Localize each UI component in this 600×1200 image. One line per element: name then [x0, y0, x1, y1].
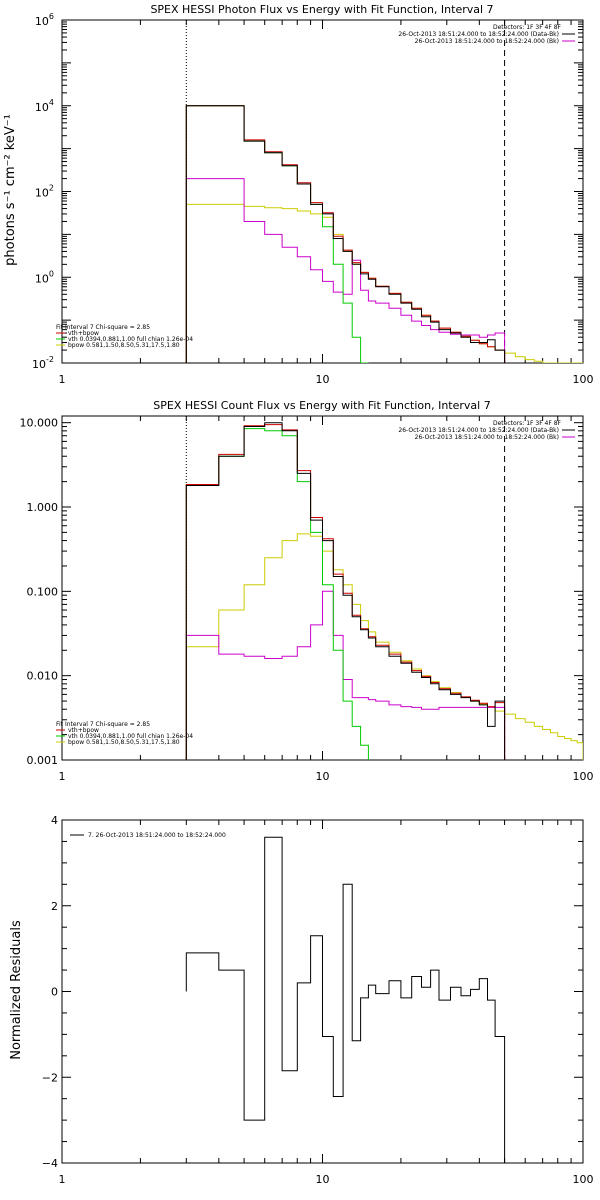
x-tick-label: 10: [316, 373, 330, 386]
series-data: [185, 105, 506, 363]
x-tick-label: 100: [573, 373, 594, 386]
legend-entry-label: bpow 0.581,1.50,8.50,5.31,17.5,1.80: [68, 342, 180, 349]
photon-flux-ylabel: photons s⁻¹ cm⁻² keV⁻¹: [3, 114, 18, 266]
x-tick-label: 100: [573, 770, 594, 783]
legend-header: Fit Interval 7 Chi-square = 2.85: [56, 721, 150, 728]
series-data: [185, 422, 506, 760]
y-tick-label: 0: [51, 986, 58, 999]
y-tick-label: 0.010: [27, 670, 59, 683]
photon-flux-title: SPEX HESSI Photon Flux vs Energy with Fi…: [150, 3, 493, 16]
legend-header: Fit Interval 7 Chi-square = 2.85: [56, 324, 150, 331]
legend-entry-label: 7. 26-Oct-2013 18:51:24.000 to 18:52:24.…: [88, 832, 226, 839]
photon-flux-plot: 1 10 100 10-2 100 102 104 106 Detectors: 1F 3F 4…: [32, 12, 593, 386]
y-tick-label: 102: [35, 184, 54, 200]
y-tick-label: 0.100: [27, 585, 59, 598]
x-tick-label: 1: [59, 373, 66, 386]
x-tick-label: 1: [59, 770, 66, 783]
x-tick-label: 10: [316, 1173, 330, 1186]
x-tick-label: 10: [316, 770, 330, 783]
series-data: [185, 836, 506, 1163]
y-tick-label: 104: [35, 98, 54, 114]
legend-entry-label: 26-Oct-2013 18:51:24.000 to 18:52:24.000…: [398, 31, 559, 38]
x-tick-label: 100: [573, 1173, 594, 1186]
y-tick-label: −2: [42, 1071, 58, 1084]
legend-entry-label: vth+bpow: [68, 330, 99, 337]
series-bkg: [185, 178, 506, 363]
count-flux-title: SPEX HESSI Count Flux vs Energy with Fit…: [153, 399, 490, 412]
count-flux-plot: 1 10 100 0.001 0.010 0.100 1.000 10.000 Detector…: [20, 415, 594, 783]
y-tick-label: 10-2: [32, 355, 54, 371]
legend-entry-label: 26-Oct-2013 18:51:24.000 to 18:52:24.000…: [398, 427, 559, 434]
y-tick-label: 0.001: [27, 754, 59, 767]
series-total: [185, 424, 506, 760]
residuals-ylabel: Normalized Residuals: [9, 920, 24, 1060]
series-bkg: [185, 590, 506, 760]
legend-entry-label: vth+bpow: [68, 727, 99, 734]
residuals-plot: 1 10 100 −4 −2 0 2 4 7. 26-Oct-2013 18:51:24.000…: [42, 814, 594, 1186]
legend-entry-label: 26-Oct-2013 18:51:24.000 to 18:52:24.000…: [415, 38, 559, 45]
y-tick-label: 10.000: [20, 417, 59, 430]
count-flux-panel: SPEX HESSI Count Flux vs Energy with Fit…: [20, 399, 594, 783]
legend-entry-label: 26-Oct-2013 18:51:24.000 to 18:52:24.000…: [415, 434, 559, 441]
legend-entry-label: vth 0.0394,0.881,1.00 full chian 1.26e-0…: [68, 336, 193, 343]
photon-flux-panel: SPEX HESSI Photon Flux vs Energy with Fi…: [3, 3, 594, 386]
y-tick-label: 100: [35, 269, 54, 285]
y-tick-label: 106: [35, 12, 54, 28]
legend-header: Detectors: 1F 3F 4F 8F: [493, 420, 562, 427]
legend-header: Detectors: 1F 3F 4F 8F: [493, 24, 562, 31]
y-tick-label: 4: [51, 814, 58, 827]
legend-entry-label: vth 0.0394,0.881,1.00 full chian 1.26e-0…: [68, 733, 193, 740]
legend-entry-label: bpow 0.581,1.50,8.50,5.31,17.5,1.80: [68, 739, 180, 746]
y-tick-label: 1.000: [27, 501, 59, 514]
series-bpow: [185, 203, 583, 363]
y-tick-label: −4: [42, 1157, 58, 1170]
residuals-panel: Normalized Residuals 1 10 100 −4 −2 0 2 4 7. 26-…: [9, 814, 594, 1186]
series-total: [185, 105, 506, 363]
series-vth: [185, 428, 369, 760]
x-tick-label: 1: [59, 1173, 66, 1186]
y-tick-label: 2: [51, 900, 58, 913]
